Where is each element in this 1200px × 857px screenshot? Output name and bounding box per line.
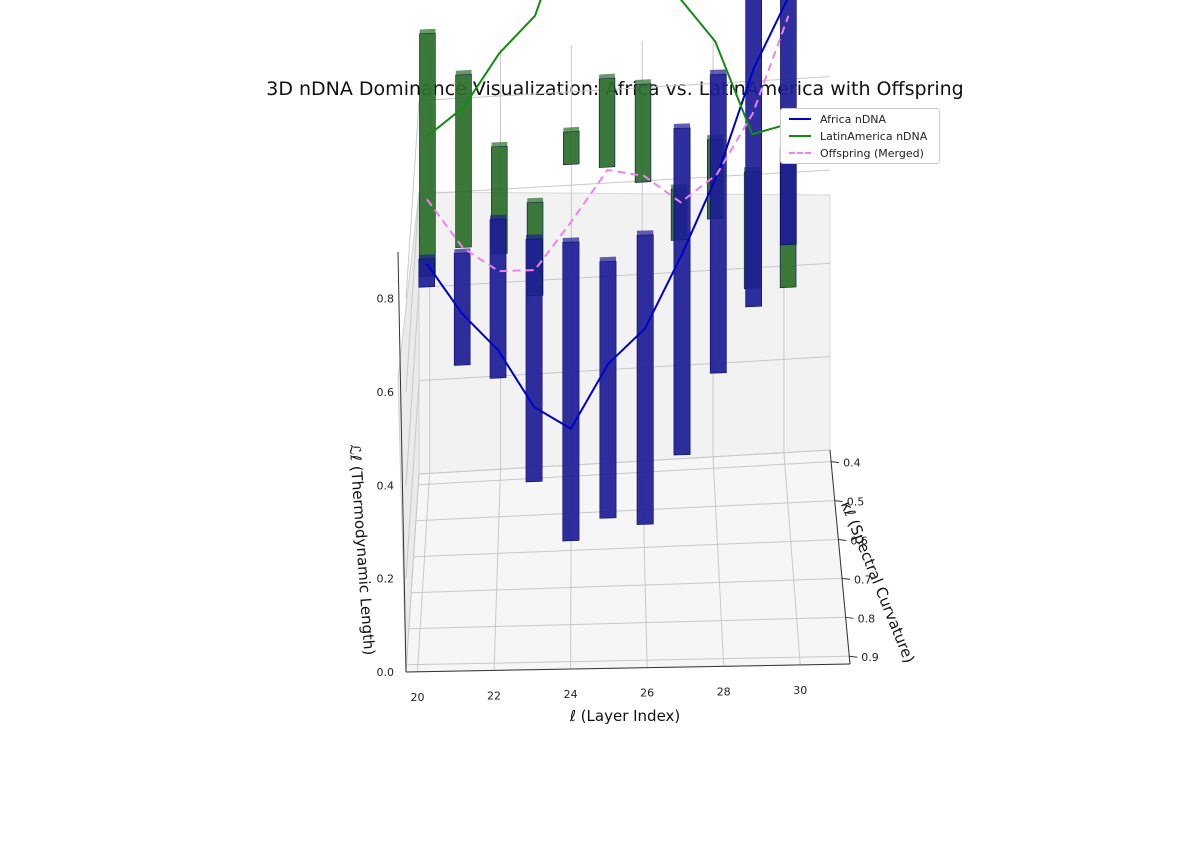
tick-labels: 20 22 24 26 28 30 0.4 0.5 0.6 0.7 0.8 0.9 0.0 0.2 0.4 0… <box>377 293 879 704</box>
y-gridline <box>408 616 846 630</box>
bar-latin-top <box>491 141 508 147</box>
y-tick-mark <box>834 500 843 503</box>
bar-africa <box>745 0 762 308</box>
z-axis-line <box>397 251 407 673</box>
y-tick-label: 0.8 <box>858 612 876 625</box>
z-tick-label: 0.4 <box>377 479 395 492</box>
bar-latin <box>455 73 472 249</box>
x-tick-label: 24 <box>564 688 578 701</box>
line-offspring <box>426 15 790 273</box>
bar-africa <box>418 258 436 288</box>
z-tick-label: 0.2 <box>377 573 395 586</box>
z-gridline-side <box>405 193 420 393</box>
bar-africa <box>562 241 580 542</box>
bar-africa-top <box>709 69 727 75</box>
x-axis-label: ℓ (Layer Index) <box>569 707 681 725</box>
y-tick-label: 0.6 <box>850 534 868 547</box>
legend-item-latin: LatinAmerica nDNA <box>789 127 927 145</box>
bar-africa <box>709 73 727 374</box>
bar-latin-top <box>635 79 651 85</box>
z-gridline-side <box>405 100 420 299</box>
bar-africa-top <box>636 230 654 236</box>
z-gridline-side <box>405 473 420 673</box>
bar-africa-top <box>454 248 471 254</box>
bar-africa-top <box>418 254 435 260</box>
y-tick-label: 0.4 <box>843 457 861 470</box>
y-tick-mark <box>838 538 847 541</box>
y-gridline <box>411 577 843 594</box>
line-latin <box>426 0 789 137</box>
z-tick-label: 0.8 <box>377 293 395 306</box>
y-tick-label: 0.7 <box>854 573 872 586</box>
z-axis-label: ℒℓ (Thermodynamic Length) <box>346 443 379 655</box>
bar-latin <box>419 32 436 277</box>
x-tick-label: 22 <box>487 689 501 702</box>
bar-africa-top <box>489 214 507 220</box>
z-gridline-side <box>405 380 420 579</box>
line-africa <box>425 0 789 430</box>
chart-legend: Africa nDNA LatinAmerica nDNA Offspring … <box>780 108 940 164</box>
x-tick-label: 30 <box>793 684 807 697</box>
x-gridline <box>712 456 725 667</box>
bar-africa <box>489 218 507 379</box>
y-tick-mark <box>849 655 858 658</box>
floor-pane <box>405 449 851 673</box>
bar-africa <box>636 234 654 525</box>
bar-latin <box>598 77 616 168</box>
bar-africa <box>673 127 691 456</box>
z-tick-label: 0.6 <box>377 386 395 399</box>
x-tick-label: 28 <box>717 685 731 698</box>
bar-latin-top <box>455 69 472 76</box>
y-tick-mark <box>831 461 840 464</box>
bar-africa-top <box>673 123 691 129</box>
bar-africa <box>453 252 471 366</box>
line-group <box>425 0 790 430</box>
bar-africa <box>599 260 617 519</box>
x-gridline <box>416 473 431 672</box>
y-tick-mark <box>845 616 854 619</box>
y-tick-label: 0.9 <box>861 651 879 664</box>
y-axis-label: κℓ (Spectral Curvature) <box>837 499 918 666</box>
z-gridline <box>418 449 831 475</box>
y-axis-line <box>829 449 851 665</box>
bar-latin-top <box>563 126 580 133</box>
legend-label-offspring: Offspring (Merged) <box>820 146 924 160</box>
bar-latin-top <box>419 28 436 34</box>
z-gridline-side <box>405 287 420 486</box>
y-gridline <box>406 655 850 666</box>
x-tick-label: 20 <box>410 691 424 704</box>
z-tick-label: 0.0 <box>377 666 395 679</box>
y-gridline <box>418 461 832 486</box>
x-tick-label: 26 <box>640 687 654 700</box>
legend-item-africa: Africa nDNA <box>789 110 886 128</box>
y-gridline <box>415 500 835 522</box>
bar-africa-top <box>599 256 617 262</box>
legend-swatch-offspring <box>789 152 811 154</box>
bar-africa <box>525 238 543 483</box>
legend-label-latin: LatinAmerica nDNA <box>820 129 928 143</box>
legend-item-offspring: Offspring (Merged) <box>789 144 924 162</box>
z-gridline <box>418 356 831 382</box>
bar-latin <box>634 83 652 183</box>
y-tick-mark <box>841 577 851 580</box>
x-axis-line <box>405 663 851 673</box>
bar-group <box>418 0 797 542</box>
x-gridline <box>493 469 501 671</box>
legend-swatch-africa <box>789 118 811 120</box>
bar-africa-top <box>562 237 580 243</box>
y-tick-label: 0.5 <box>847 496 865 509</box>
bar-latin-top <box>527 197 544 203</box>
bar-latin-top <box>599 73 615 79</box>
legend-label-africa: Africa nDNA <box>820 112 887 126</box>
legend-swatch-latin <box>789 135 811 137</box>
bar-latin <box>563 130 580 166</box>
x-gridline <box>783 452 801 665</box>
bar-africa-top <box>525 234 543 240</box>
y-gridline <box>413 538 839 558</box>
